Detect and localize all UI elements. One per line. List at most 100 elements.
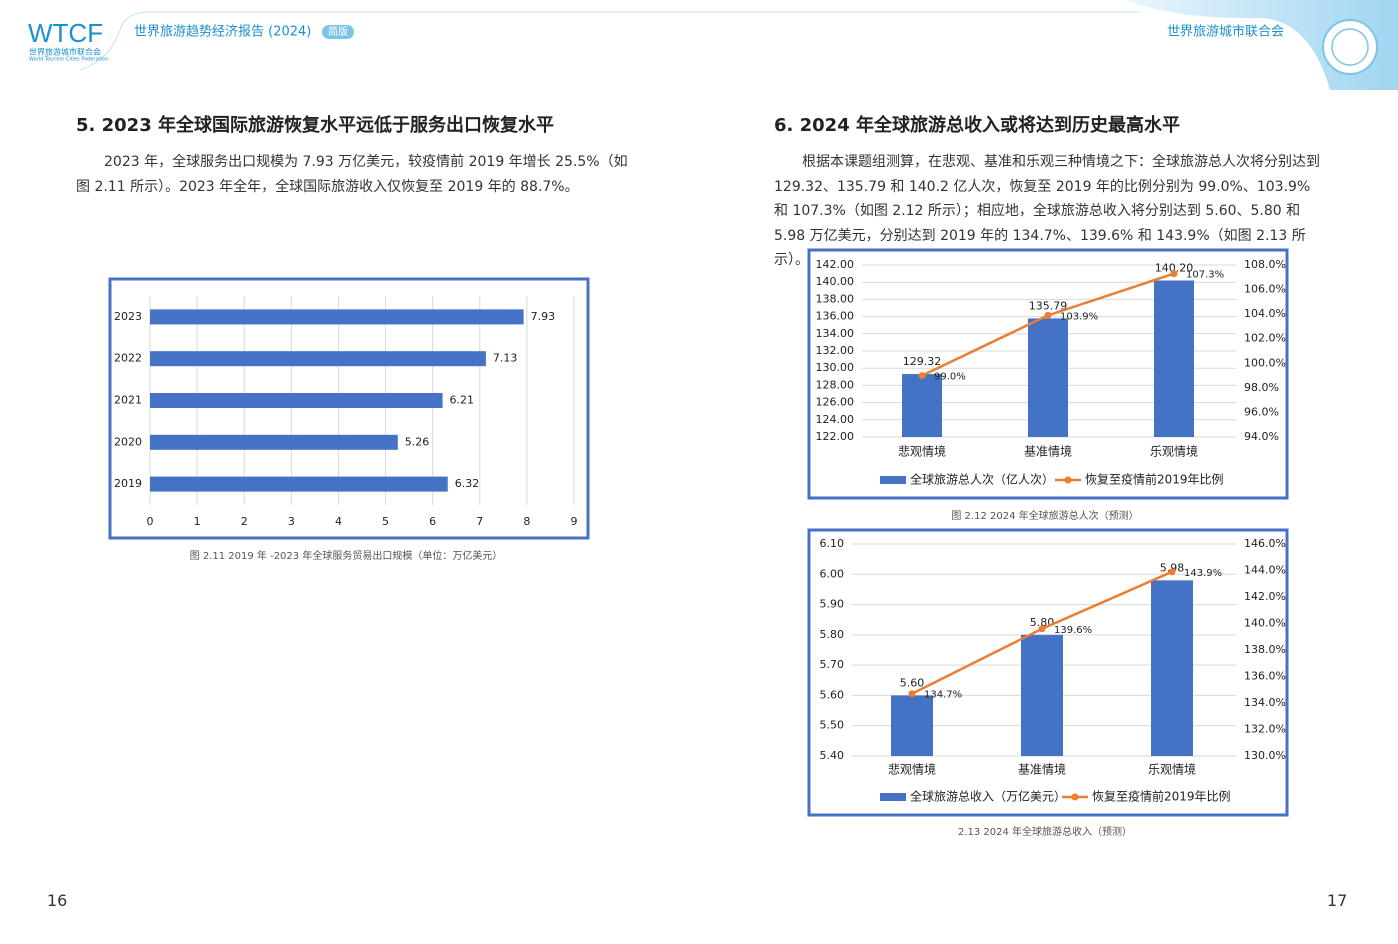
line-marker (1038, 625, 1046, 633)
y-tick-label: 5.90 (820, 598, 845, 611)
data-label: 143.9% (1184, 568, 1222, 579)
y2-tick-label: 144.0% (1244, 564, 1286, 577)
line-marker (1168, 568, 1176, 576)
bar (1151, 580, 1193, 756)
y-tick-label: 132.00 (816, 344, 855, 357)
y-tick-label: 2020 (114, 435, 142, 448)
y2-tick-label: 94.0% (1244, 430, 1279, 443)
y2-tick-label: 136.0% (1244, 670, 1286, 683)
y-tick-label: 136.00 (816, 310, 855, 323)
legend-swatch (880, 793, 906, 801)
data-label: 135.79 (1029, 299, 1068, 312)
y-tick-label: 2021 (114, 394, 142, 407)
data-label: 5.26 (405, 435, 430, 448)
data-label: 107.3% (1186, 270, 1224, 281)
legend-label: 恢复至疫情前2019年比例 (1092, 789, 1231, 804)
y-tick-label: 122.00 (816, 430, 855, 443)
x-tick-label: 0 (147, 515, 154, 528)
legend-label: 恢复至疫情前2019年比例 (1085, 472, 1224, 487)
legend-swatch (880, 476, 906, 484)
legend-label: 全球旅游总人次（亿人次） (910, 472, 1054, 487)
data-label: 103.9% (1060, 311, 1098, 322)
line-marker (1044, 311, 1052, 319)
legend-swatch (1071, 793, 1079, 801)
data-label: 7.13 (493, 352, 518, 365)
header-line (79, 11, 1140, 71)
x-tick-label: 悲观情境 (898, 444, 946, 459)
bar (150, 309, 524, 325)
y2-tick-label: 146.0% (1244, 537, 1286, 550)
bar (150, 476, 448, 492)
header-decoration (1125, 0, 1398, 90)
y-tick-label: 2022 (114, 352, 142, 365)
bar (891, 695, 933, 756)
y-tick-label: 5.40 (820, 749, 845, 762)
data-label: 6.32 (455, 477, 480, 490)
y2-tick-label: 106.0% (1244, 283, 1286, 296)
bar (1028, 318, 1068, 437)
bar (150, 351, 486, 367)
y-tick-label: 138.00 (816, 292, 855, 305)
x-tick-label: 9 (571, 515, 578, 528)
y2-tick-label: 134.0% (1244, 696, 1286, 709)
data-label: 129.32 (903, 355, 942, 368)
edition: 简版 (328, 25, 348, 38)
data-label: 7.93 (531, 310, 556, 323)
x-tick-label: 乐观情境 (1148, 762, 1196, 777)
y2-tick-label: 100.0% (1244, 356, 1286, 369)
y-tick-label: 126.00 (816, 396, 855, 409)
caption: 图 2.11 2019 年 -2023 年全球服务贸易出口规模（单位：万亿美元） (190, 549, 503, 562)
caption: 图 2.12 2024 年全球旅游总人次（预测） (951, 509, 1138, 522)
y2-tick-label: 98.0% (1244, 381, 1279, 394)
y2-tick-label: 102.0% (1244, 332, 1286, 345)
logo-cn: 世界旅游城市联合会 (29, 47, 101, 57)
x-tick-label: 7 (476, 515, 483, 528)
y2-tick-label: 108.0% (1244, 258, 1286, 271)
y2-tick-label: 140.0% (1244, 617, 1286, 630)
x-tick-label: 2 (241, 515, 248, 528)
y-tick-label: 6.00 (820, 567, 845, 580)
legend-label: 全球旅游总收入（万亿美元） (910, 789, 1066, 804)
y-tick-label: 128.00 (816, 378, 855, 391)
org-name: 世界旅游城市联合会 (1167, 24, 1284, 40)
line-marker (908, 690, 916, 698)
x-tick-label: 5 (382, 515, 389, 528)
data-label: 6.21 (450, 394, 475, 407)
x-tick-label: 基准情境 (1018, 762, 1066, 777)
paragraph: 2023 年，全球服务出口规模为 7.93 万亿美元，较疫情前 2019 年增长… (76, 154, 628, 195)
page-number: 17 (1327, 891, 1348, 910)
y2-tick-label: 132.0% (1244, 723, 1286, 736)
line-marker (1170, 270, 1178, 278)
bar (1154, 280, 1194, 437)
y-tick-label: 124.00 (816, 413, 855, 426)
x-tick-label: 1 (194, 515, 201, 528)
logo-en: World Tourism Cities Federation (29, 57, 108, 63)
y2-tick-label: 104.0% (1244, 307, 1286, 320)
bar (1021, 634, 1063, 756)
bar (150, 434, 398, 450)
x-tick-label: 乐观情境 (1150, 444, 1198, 459)
y-tick-label: 5.50 (820, 719, 845, 732)
y2-tick-label: 142.0% (1244, 590, 1286, 603)
data-label: 5.60 (900, 676, 925, 689)
y-tick-label: 142.00 (816, 258, 855, 271)
y-tick-label: 134.00 (816, 327, 855, 340)
section-title: 6. 2024 年全球旅游总收入或将达到历史最高水平 (774, 115, 1180, 136)
y-tick-label: 130.00 (816, 361, 855, 374)
logo: WTCF (28, 18, 103, 48)
x-tick-label: 4 (335, 515, 342, 528)
y-tick-label: 5.60 (820, 688, 845, 701)
caption: 2.13 2024 年全球旅游总收入（预测） (958, 825, 1132, 838)
y-tick-label: 6.10 (820, 537, 845, 550)
x-tick-label: 3 (288, 515, 295, 528)
y2-tick-label: 130.0% (1244, 749, 1286, 762)
data-label: 99.0% (934, 372, 966, 383)
y2-tick-label: 138.0% (1244, 643, 1286, 656)
bar (902, 374, 942, 437)
data-label: 134.7% (924, 690, 962, 701)
data-label: 140.20 (1155, 261, 1194, 274)
legend-swatch (1064, 476, 1072, 484)
data-label: 139.6% (1054, 625, 1092, 636)
section-title: 5. 2023 年全球国际旅游恢复水平远低于服务出口恢复水平 (76, 115, 554, 136)
